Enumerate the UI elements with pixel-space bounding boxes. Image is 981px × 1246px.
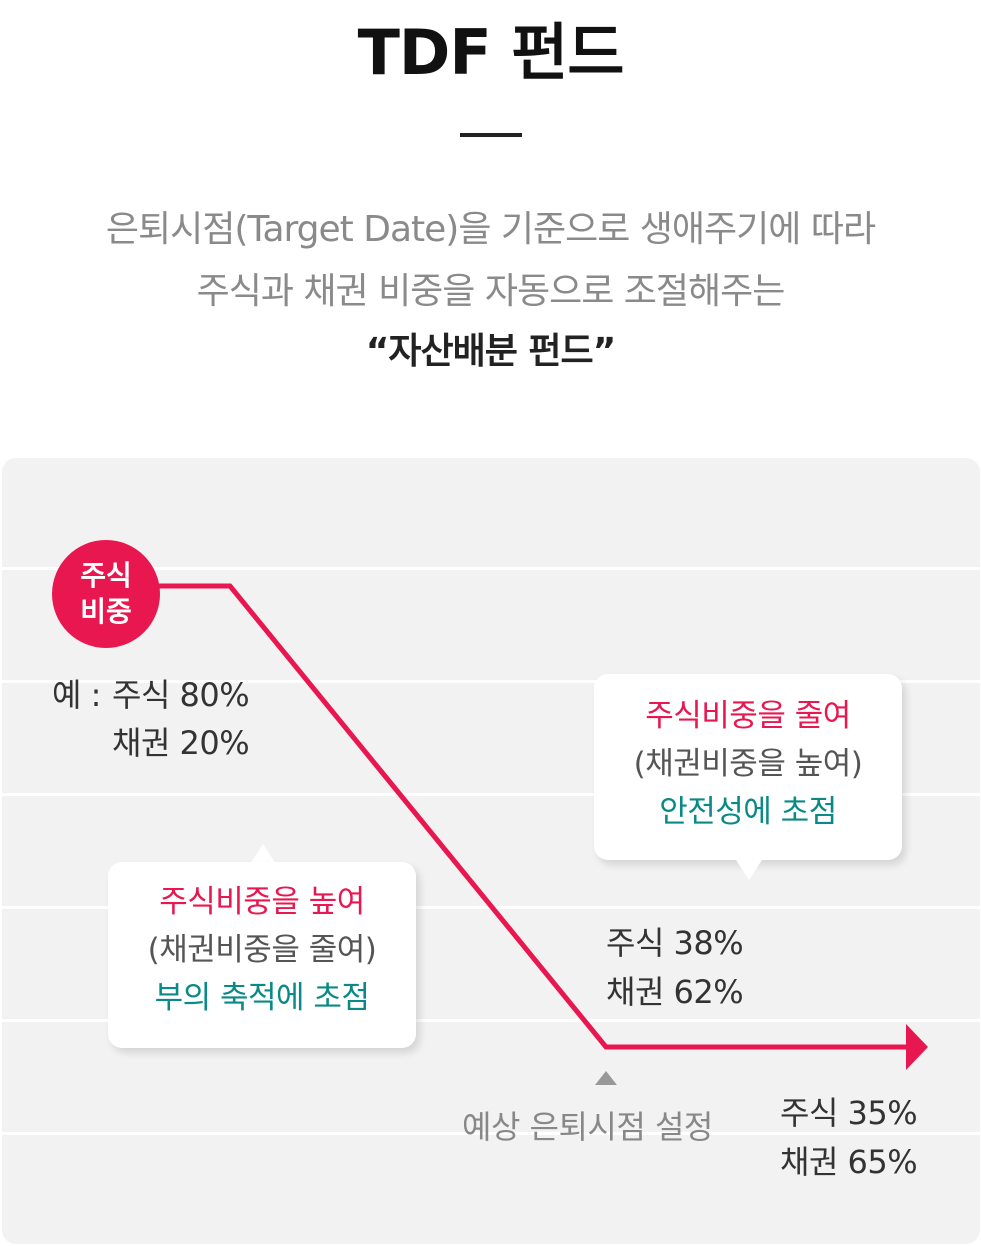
start-example-prefix: 예 :	[52, 676, 101, 714]
gridline	[2, 1019, 980, 1022]
subtitle-line-2: 주식과 채권 비중을 자동으로 조절해주는	[196, 271, 786, 312]
gridline	[2, 680, 980, 683]
gridline	[2, 1132, 980, 1135]
bubble-tail	[736, 860, 762, 880]
start-stock-ratio: 주식 80%	[112, 676, 250, 714]
callout-line-3: 부의 축적에 초점	[154, 980, 370, 1016]
gridline	[2, 567, 980, 570]
target-marker-icon	[595, 1071, 617, 1085]
glide-path-line	[150, 583, 912, 1050]
gridline	[2, 793, 980, 796]
callout-line-2: (채권비중을 줄여)	[147, 932, 377, 968]
end-bond-ratio: 채권 65%	[780, 1143, 918, 1181]
callout-line-2: (채권비중을 높여)	[633, 746, 863, 782]
subtitle-line-3: “자산배분 펀드”	[365, 331, 617, 372]
badge-line-1: 주식	[80, 559, 132, 592]
arrow-head-icon	[906, 1024, 928, 1070]
stock-weight-badge: 주식 비중	[52, 540, 160, 648]
badge-line-2: 비중	[80, 595, 132, 628]
page-title: TDF 펀드	[357, 16, 625, 89]
title-divider	[460, 133, 522, 137]
end-stock-ratio: 주식 35%	[780, 1094, 918, 1132]
callout-line-1: 주식비중을 높여	[159, 884, 365, 920]
callout-line-3: 안전성에 초점	[659, 794, 837, 830]
callout-line-1: 주식비중을 줄여	[645, 698, 851, 734]
subtitle-line-1: 은퇴시점(Target Date)을 기준으로 생애주기에 따라	[105, 209, 876, 250]
stability-phase-callout: 주식비중을 줄여 (채권비중을 높여) 안전성에 초점	[594, 674, 902, 860]
mid-bond-ratio: 채권 62%	[606, 973, 744, 1011]
start-bond-ratio: 채권 20%	[112, 724, 250, 762]
growth-phase-callout: 주식비중을 높여 (채권비중을 줄여) 부의 축적에 초점	[108, 862, 416, 1048]
target-date-label: 예상 은퇴시점 설정	[462, 1108, 713, 1146]
bubble-tail	[250, 844, 276, 864]
mid-stock-ratio: 주식 38%	[606, 924, 744, 962]
